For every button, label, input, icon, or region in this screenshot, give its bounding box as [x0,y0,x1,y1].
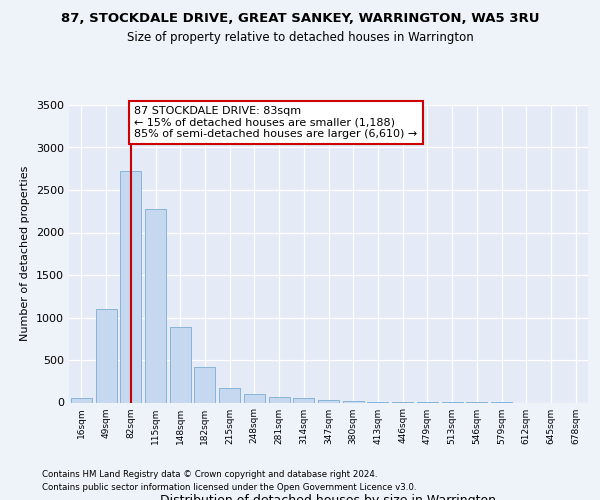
Bar [170,327,191,402]
Bar [145,208,166,402]
Bar [293,398,314,402]
Bar [343,401,364,402]
Text: 87, STOCKDALE DRIVE, GREAT SANKEY, WARRINGTON, WA5 3RU: 87, STOCKDALE DRIVE, GREAT SANKEY, WARRI… [61,12,539,26]
Text: Contains HM Land Registry data © Crown copyright and database right 2024.: Contains HM Land Registry data © Crown c… [42,470,377,479]
Text: Contains public sector information licensed under the Open Government Licence v3: Contains public sector information licen… [42,484,416,492]
X-axis label: Distribution of detached houses by size in Warrington: Distribution of detached houses by size … [161,494,497,500]
Bar [244,394,265,402]
Y-axis label: Number of detached properties: Number of detached properties [20,166,31,342]
Bar [71,398,92,402]
Bar [269,397,290,402]
Bar [120,172,141,402]
Bar [194,367,215,402]
Bar [219,388,240,402]
Bar [95,309,116,402]
Text: Size of property relative to detached houses in Warrington: Size of property relative to detached ho… [127,31,473,44]
Bar [318,400,339,402]
Text: 87 STOCKDALE DRIVE: 83sqm
← 15% of detached houses are smaller (1,188)
85% of se: 87 STOCKDALE DRIVE: 83sqm ← 15% of detac… [134,106,418,139]
